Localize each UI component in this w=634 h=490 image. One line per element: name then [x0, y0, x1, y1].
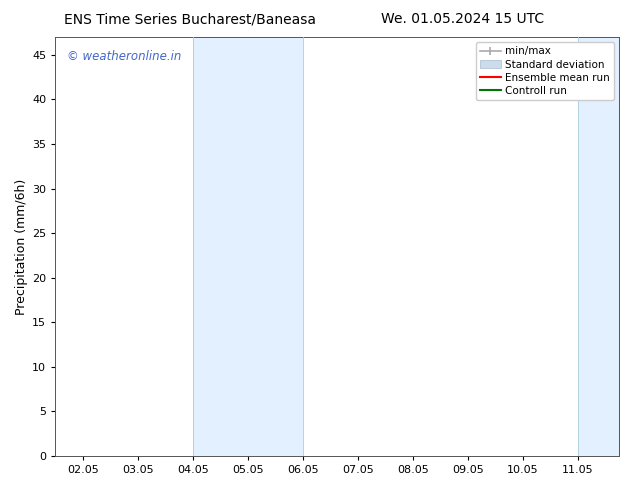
- Legend: min/max, Standard deviation, Ensemble mean run, Controll run: min/max, Standard deviation, Ensemble me…: [476, 42, 614, 100]
- Text: © weatheronline.in: © weatheronline.in: [67, 49, 181, 63]
- Bar: [193, 37, 303, 456]
- Bar: [578, 37, 619, 456]
- Text: ENS Time Series Bucharest/Baneasa: ENS Time Series Bucharest/Baneasa: [64, 12, 316, 26]
- Y-axis label: Precipitation (mm/6h): Precipitation (mm/6h): [15, 178, 28, 315]
- Text: We. 01.05.2024 15 UTC: We. 01.05.2024 15 UTC: [381, 12, 545, 26]
